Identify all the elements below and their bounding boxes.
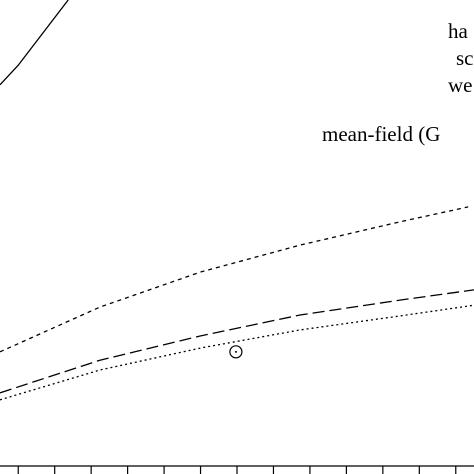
- legend-label: mean-field (G: [322, 122, 440, 146]
- legend-label: sc: [456, 46, 474, 70]
- marker: [229, 345, 243, 359]
- legend-label: we: [448, 73, 473, 97]
- line: [0, 304, 474, 401]
- marker-dot: [234, 350, 237, 353]
- line: [0, 0, 69, 86]
- legend-label: ha: [448, 19, 469, 43]
- line: [0, 289, 474, 394]
- line: [0, 206, 469, 353]
